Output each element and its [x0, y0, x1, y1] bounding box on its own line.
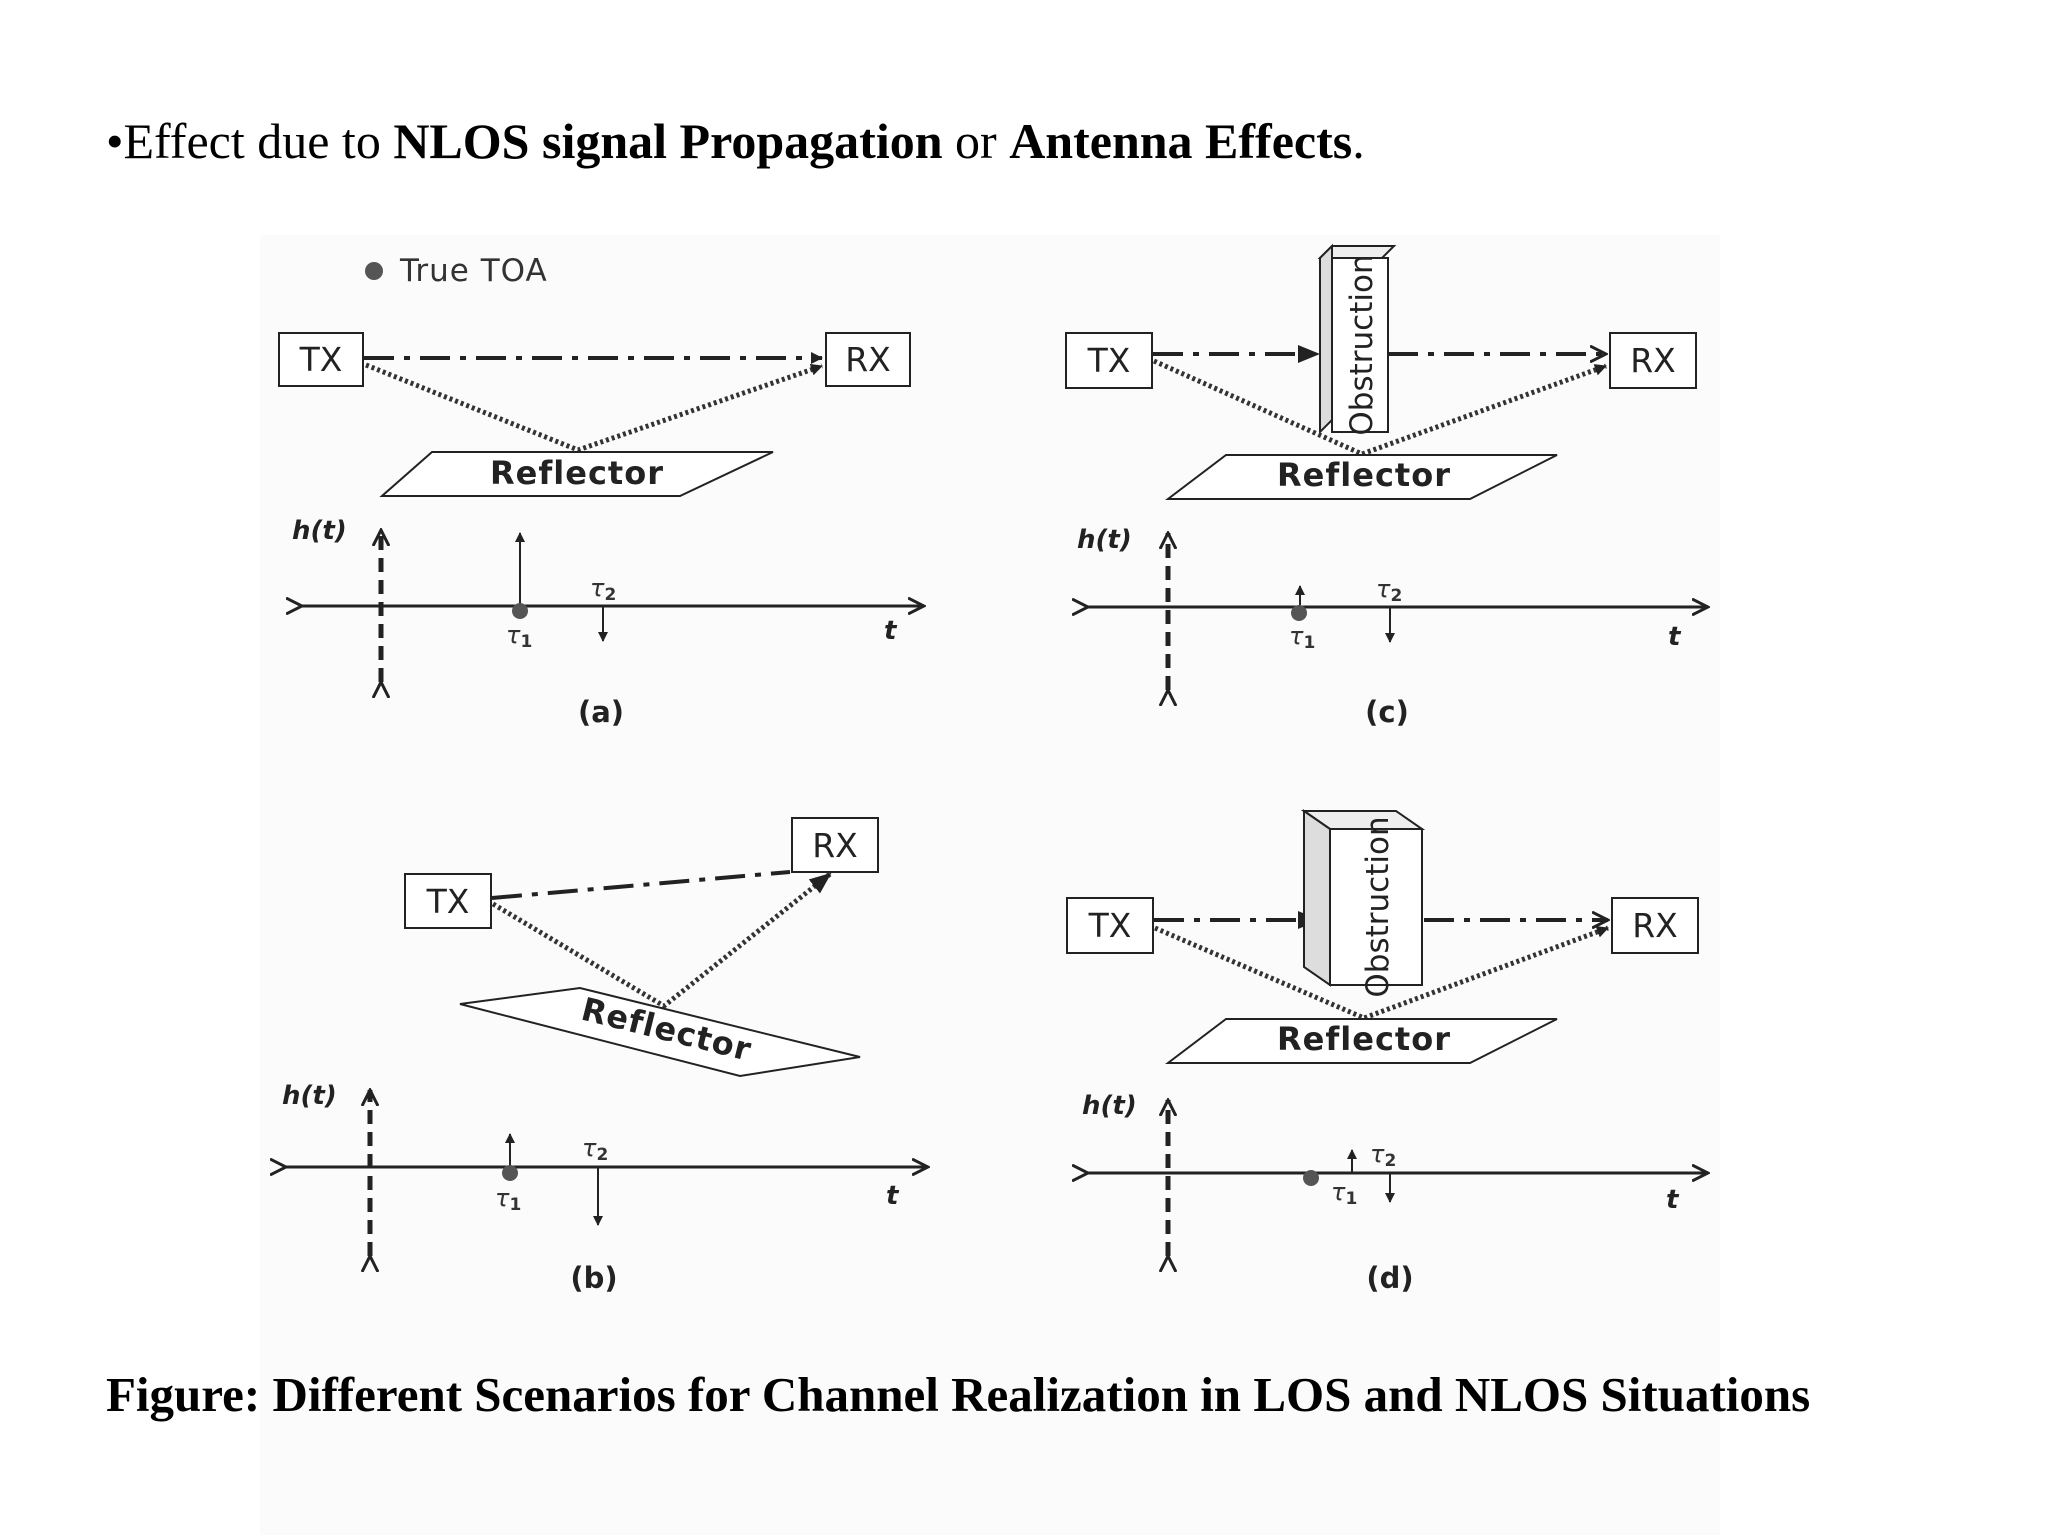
- panel-label: (a): [578, 695, 624, 729]
- reflected-path: [491, 872, 832, 1010]
- reflector-label: Reflector: [490, 454, 664, 492]
- reflector: [379, 451, 774, 497]
- heading-bold-1: NLOS signal Propagation: [393, 113, 943, 169]
- h-axis-label: h(t): [292, 516, 347, 546]
- bullet: •: [106, 113, 124, 169]
- reflector: [1165, 1018, 1558, 1064]
- tx-box: [404, 873, 492, 929]
- panel-label: (b): [570, 1261, 617, 1295]
- obstruction-side: [1319, 243, 1333, 435]
- tx-box: [1065, 332, 1153, 389]
- t-axis-label: t: [1668, 622, 1682, 652]
- obstruction-body: [1329, 828, 1423, 986]
- rx-label: RX: [812, 826, 858, 865]
- panel-label: (c): [1365, 695, 1409, 729]
- tau2-label: τ2: [1370, 1140, 1396, 1171]
- true-toa-dot: [365, 262, 383, 280]
- tau2-label: τ2: [582, 1134, 608, 1165]
- tau2-label: τ2: [1376, 575, 1402, 606]
- tau1-label: τ1: [506, 621, 532, 652]
- tx-box: [278, 332, 364, 387]
- tx-label: TX: [299, 340, 343, 379]
- t-axis-label: t: [886, 1181, 900, 1211]
- panel-label: (d): [1366, 1261, 1413, 1295]
- heading-text-1: Effect due to: [123, 113, 394, 169]
- tx-label: TX: [1087, 341, 1131, 380]
- reflector-label: Reflector: [1277, 456, 1451, 494]
- rx-box: [825, 332, 911, 387]
- rx-label: RX: [845, 340, 891, 379]
- reflector: [459, 986, 861, 1078]
- panel-b: TX RX Reflector h(t) t τ1 τ2 (b): [282, 817, 928, 1295]
- reflector: [1165, 454, 1558, 500]
- true-toa-marker: [1291, 605, 1307, 621]
- h-axis-label: h(t): [282, 1081, 337, 1111]
- panel-c: TX RX Obstruction Reflector h(t) t τ1 τ2…: [1065, 243, 1708, 729]
- h-axis-label: h(t): [1077, 525, 1132, 555]
- reflector-label: Reflector: [1277, 1020, 1451, 1058]
- tx-label: TX: [1088, 906, 1132, 945]
- rx-box: [1609, 332, 1697, 389]
- tau1-label: τ1: [1289, 622, 1315, 653]
- figure-caption: Figure: Different Scenarios for Channel …: [106, 1367, 1811, 1422]
- h-axis-label: h(t): [1082, 1091, 1137, 1121]
- t-axis-label: t: [884, 616, 898, 646]
- true-toa-marker: [512, 603, 528, 619]
- tx-label: TX: [426, 882, 470, 921]
- reflected-path: [365, 362, 823, 453]
- obstruction-label: Obstruction: [1344, 254, 1380, 435]
- obstruction-side: [1303, 809, 1331, 987]
- rx-label: RX: [1630, 341, 1676, 380]
- heading-bold-2: Antenna Effects: [1009, 113, 1353, 169]
- rx-label: RX: [1632, 906, 1678, 945]
- panel-d: TX RX Obstruction Reflector h(t) t τ1 τ2…: [1066, 809, 1708, 1295]
- los-path: [491, 870, 791, 900]
- tx-box: [1066, 897, 1154, 954]
- true-toa-marker: [502, 1165, 518, 1181]
- panel-a: TX RX Reflector h(t) t τ1 τ2 (a): [278, 332, 924, 729]
- obstruction-body: [1331, 257, 1389, 433]
- obstruction-label: Obstruction: [1360, 816, 1396, 997]
- rx-box: [791, 817, 879, 873]
- heading-text-2: or: [942, 113, 1010, 169]
- t-axis-label: t: [1666, 1185, 1680, 1215]
- tau1-label: τ1: [495, 1184, 521, 1215]
- tau2-label: τ2: [590, 574, 616, 605]
- true-toa-marker: [1303, 1170, 1319, 1186]
- rx-box: [1611, 897, 1699, 954]
- slide-heading: •Effect due to NLOS signal Propagation o…: [106, 112, 1365, 170]
- tau1-label: τ1: [1331, 1178, 1357, 1209]
- legend-label: True TOA: [399, 253, 548, 289]
- heading-text-3: .: [1352, 113, 1365, 169]
